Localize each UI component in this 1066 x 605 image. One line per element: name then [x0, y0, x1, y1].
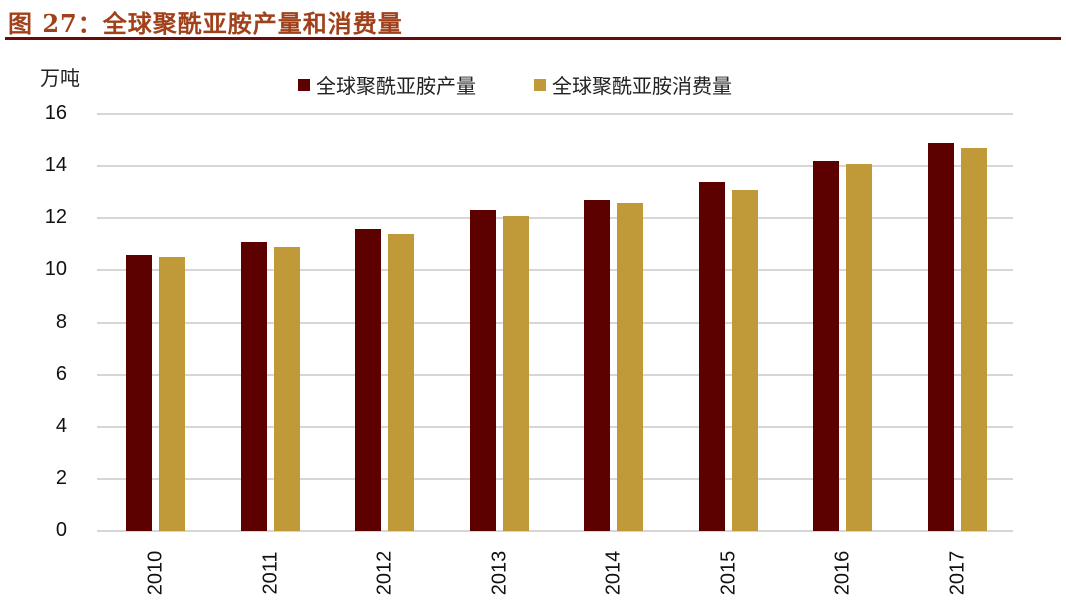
- gridline: [97, 217, 1013, 220]
- x-tick-label: 2010: [144, 550, 167, 596]
- gridline: [97, 530, 1013, 532]
- gridline: [97, 373, 1013, 376]
- bar-consumption-2011: [273, 246, 300, 531]
- y-tick-label: 16: [44, 102, 67, 124]
- bar-consumption-2016: [846, 163, 873, 531]
- x-tick-label: 2011: [259, 551, 282, 595]
- legend-swatch-consumption: [534, 78, 546, 91]
- chart-legend: 全球聚酰亚胺产量 全球聚酰亚胺消费量: [298, 70, 732, 99]
- bar-production-2015: [698, 181, 725, 531]
- y-axis-unit-label: 万吨: [40, 66, 80, 90]
- gridline: [97, 321, 1013, 324]
- bar-production-2010: [126, 254, 153, 531]
- y-tick-label: 10: [44, 258, 67, 281]
- y-tick-label: 8: [55, 310, 67, 333]
- legend-label-consumption: 全球聚酰亚胺消费量: [552, 74, 732, 98]
- y-tick-label: 2: [55, 466, 67, 489]
- bar-consumption-2010: [159, 257, 186, 531]
- bar-production-2011: [240, 241, 267, 531]
- bar-consumption-2014: [617, 202, 644, 531]
- y-tick-label: 0: [55, 519, 67, 541]
- x-tick-label: 2015: [717, 550, 740, 596]
- x-tick-label: 2017: [946, 550, 969, 596]
- bar-consumption-2013: [502, 215, 529, 531]
- bar-production-2016: [813, 160, 840, 531]
- legend-item-consumption: 全球聚酰亚胺消费量: [534, 70, 732, 99]
- x-tick-label: 2012: [373, 550, 396, 596]
- bar-consumption-2017: [960, 147, 987, 531]
- gridline: [97, 477, 1013, 480]
- legend-label-production: 全球聚酰亚胺产量: [316, 74, 476, 98]
- x-tick-label: 2013: [488, 550, 511, 596]
- bar-consumption-2015: [731, 189, 758, 531]
- gridline: [97, 425, 1013, 428]
- title-divider: [5, 37, 1061, 40]
- gridline: [97, 165, 1013, 168]
- y-tick-label: 14: [44, 154, 67, 177]
- bar-production-2014: [584, 200, 611, 531]
- x-tick-label: 2016: [831, 550, 854, 596]
- bar-production-2012: [355, 228, 382, 531]
- bar-production-2017: [927, 142, 954, 531]
- legend-swatch-production: [298, 78, 310, 91]
- figure-title: 图 27：全球聚酰亚胺产量和消费量: [8, 9, 403, 38]
- bar-production-2013: [469, 210, 496, 531]
- gridline: [97, 269, 1013, 272]
- y-tick-label: 4: [55, 414, 67, 437]
- y-tick-label: 12: [44, 206, 67, 229]
- legend-item-production: 全球聚酰亚胺产量: [298, 70, 476, 99]
- x-tick-label: 2014: [602, 550, 625, 596]
- plot-area: 0 2 4 6 8 10 12 14 16: [45, 102, 1013, 541]
- gridline: [97, 113, 1013, 115]
- bar-consumption-2012: [388, 233, 415, 531]
- y-tick-label: 6: [55, 362, 67, 385]
